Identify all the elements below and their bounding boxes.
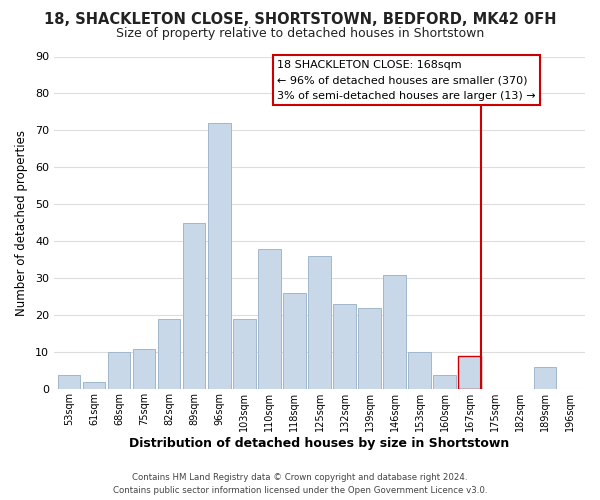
Text: Contains HM Land Registry data © Crown copyright and database right 2024.
Contai: Contains HM Land Registry data © Crown c… <box>113 474 487 495</box>
Text: 18, SHACKLETON CLOSE, SHORTSTOWN, BEDFORD, MK42 0FH: 18, SHACKLETON CLOSE, SHORTSTOWN, BEDFOR… <box>44 12 556 28</box>
Bar <box>133 348 155 390</box>
Bar <box>458 356 481 390</box>
Bar <box>533 367 556 390</box>
Text: Size of property relative to detached houses in Shortstown: Size of property relative to detached ho… <box>116 28 484 40</box>
Bar <box>409 352 431 390</box>
Bar <box>158 319 181 390</box>
Bar <box>183 223 205 390</box>
Bar <box>308 256 331 390</box>
Bar <box>383 274 406 390</box>
Y-axis label: Number of detached properties: Number of detached properties <box>15 130 28 316</box>
Bar <box>108 352 130 390</box>
Bar <box>258 249 281 390</box>
Bar <box>233 319 256 390</box>
Bar <box>58 374 80 390</box>
Bar <box>83 382 105 390</box>
X-axis label: Distribution of detached houses by size in Shortstown: Distribution of detached houses by size … <box>130 437 509 450</box>
Bar <box>333 304 356 390</box>
Text: 18 SHACKLETON CLOSE: 168sqm
← 96% of detached houses are smaller (370)
3% of sem: 18 SHACKLETON CLOSE: 168sqm ← 96% of det… <box>277 60 536 101</box>
Bar <box>283 293 305 390</box>
Bar <box>433 374 456 390</box>
Bar <box>208 123 230 390</box>
Bar <box>358 308 381 390</box>
